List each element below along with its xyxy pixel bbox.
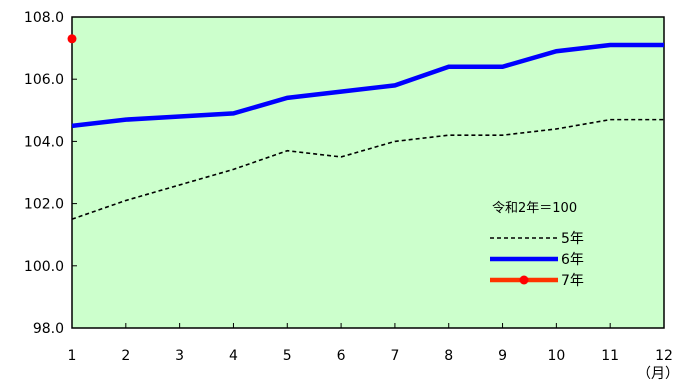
x-tick-label: 11 [601,348,619,364]
x-tick-label: 2 [121,348,130,364]
legend: 令和2年＝100 5年 6年 7年 [490,201,584,289]
legend-label: 5年 [561,231,584,247]
y-tick-label: 104.0 [24,134,64,150]
x-tick-label: 9 [498,348,507,364]
y-tick-label: 100.0 [24,259,64,275]
legend-label: 7年 [561,273,584,289]
legend-marker [519,275,529,285]
y-tick-label: 106.0 [24,72,64,88]
x-tick-label: 8 [444,348,453,364]
series-line-0 [71,118,664,220]
plot-area [71,16,665,329]
y-tick-label: 108.0 [24,10,64,26]
legend-title: 令和2年＝100 [492,201,577,216]
x-tick-label: 12 [655,348,673,364]
y-tick-label: 102.0 [24,197,64,213]
x-axis-unit: （月） [637,366,676,382]
series-line-1 [71,42,664,129]
y-tick-label: 98.0 [33,321,64,337]
x-tick-label: 3 [175,348,184,364]
x-axis: 1 2 3 4 5 6 7 8 9 10 11 12（月） [68,323,676,382]
x-tick-label: 5 [283,348,292,364]
legend-label: 6年 [561,252,584,268]
x-tick-label: 4 [229,348,238,364]
series-point-2 [67,34,77,44]
y-axis: 98.0 100.0 102.0 104.0 106.0 108.0 [24,10,77,337]
x-tick-label: 10 [547,348,565,364]
x-tick-label: 6 [337,348,346,364]
series-layer [67,34,664,220]
x-tick-label: 7 [390,348,399,364]
x-tick-label: 1 [68,348,77,364]
